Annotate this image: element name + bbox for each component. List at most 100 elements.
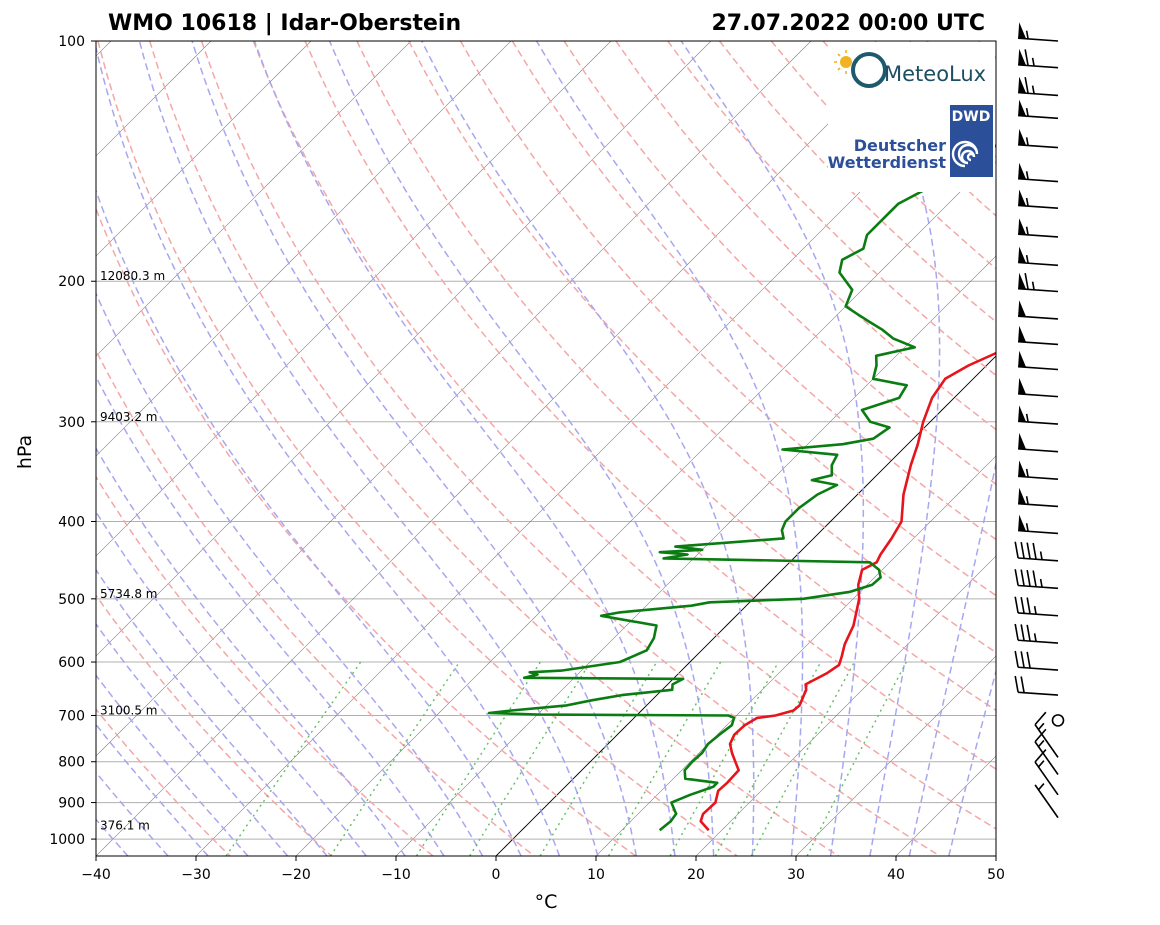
wind-barb bbox=[1018, 405, 1059, 425]
moist-adiabat bbox=[855, 41, 941, 856]
mixing-ratio-line bbox=[714, 661, 822, 856]
dwd-badge-text: DWD bbox=[952, 109, 991, 125]
wind-barb bbox=[1014, 623, 1059, 644]
x-tick-label: 20 bbox=[687, 867, 705, 883]
y-tick-label: 600 bbox=[58, 655, 85, 671]
wind-barb bbox=[1018, 22, 1059, 42]
wind-barb bbox=[1018, 325, 1059, 346]
dry-adiabat bbox=[511, 41, 996, 541]
wind-barb bbox=[1018, 272, 1059, 293]
y-axis-label: hPa bbox=[14, 435, 36, 469]
dry-adiabat bbox=[356, 41, 996, 712]
y-tick-label: 700 bbox=[58, 708, 85, 724]
wind-barb bbox=[1018, 189, 1059, 210]
dry-adiabat bbox=[96, 594, 332, 856]
wind-barb bbox=[1018, 246, 1059, 267]
x-tick-label: 50 bbox=[987, 867, 1005, 883]
x-tick-label: 40 bbox=[887, 867, 905, 883]
isotherm-line bbox=[96, 41, 612, 557]
y-tick-label: 300 bbox=[58, 415, 85, 431]
moist-adiabat bbox=[138, 41, 599, 856]
y-tick-label: 400 bbox=[58, 514, 85, 530]
y-tick-label: 100 bbox=[58, 34, 85, 50]
x-axis-label: °C bbox=[535, 891, 558, 913]
moist-adiabat bbox=[96, 291, 484, 856]
height-label: 12080.3 m bbox=[100, 269, 165, 283]
isotherm-line bbox=[895, 755, 996, 856]
wind-barb bbox=[1014, 650, 1059, 671]
wind-barb bbox=[1014, 675, 1059, 696]
dry-adiabat bbox=[304, 41, 996, 770]
dry-adiabat bbox=[1134, 41, 1160, 856]
y-tick-label: 500 bbox=[58, 592, 85, 608]
zero-isotherm bbox=[495, 355, 996, 856]
moist-adiabat bbox=[96, 375, 445, 856]
dry-adiabat bbox=[252, 41, 996, 830]
dry-adiabat bbox=[408, 41, 996, 654]
x-tick-label: 0 bbox=[492, 867, 501, 883]
wind-barb bbox=[1034, 749, 1059, 796]
wind-barb bbox=[1018, 48, 1059, 69]
plot-frame bbox=[95, 40, 997, 857]
series-layer bbox=[487, 143, 996, 832]
sun-icon bbox=[840, 56, 852, 68]
dwd-badge bbox=[950, 105, 993, 177]
dry-adiabat bbox=[96, 475, 434, 856]
wind-barb bbox=[1014, 541, 1059, 562]
wind-barbs bbox=[1014, 22, 1065, 819]
logo-block: MeteoLux DWD Deutscher Wetterdienst bbox=[828, 42, 995, 192]
y-tick-label: 200 bbox=[58, 274, 85, 290]
wind-barb bbox=[1018, 300, 1059, 320]
y-tick-label: 800 bbox=[58, 755, 85, 771]
meteolux-name: MeteoLux bbox=[884, 62, 986, 86]
moist-adiabat bbox=[96, 44, 561, 856]
moist-adiabat bbox=[96, 446, 406, 856]
mixing-ratio-line bbox=[415, 661, 541, 856]
dwd-logo: DWD Deutscher Wetterdienst bbox=[828, 105, 993, 177]
height-label: 3100.5 m bbox=[100, 703, 158, 717]
isotherm-line bbox=[96, 41, 712, 657]
dry-adiabat bbox=[1082, 41, 1160, 856]
isotherm-line bbox=[96, 41, 512, 457]
dry-adiabat bbox=[200, 41, 941, 856]
dry-adiabat bbox=[977, 41, 996, 60]
wind-barb bbox=[1018, 76, 1059, 97]
meteolux-ring-icon bbox=[851, 52, 887, 88]
wind-barb bbox=[1014, 569, 1059, 590]
x-tick-label: 10 bbox=[587, 867, 605, 883]
moist-adiabat bbox=[191, 41, 638, 856]
wind-barb bbox=[1018, 377, 1059, 398]
moist-adiabat bbox=[328, 41, 715, 856]
y-tick-label: 900 bbox=[58, 796, 85, 812]
mixing-ratio-line bbox=[469, 661, 592, 856]
y-tick-label: 1000 bbox=[49, 832, 85, 848]
dry-adiabat bbox=[96, 206, 637, 856]
x-tick-label: −40 bbox=[81, 867, 111, 883]
mixing-ratio-line bbox=[225, 661, 362, 856]
wind-barb bbox=[1018, 162, 1059, 183]
mixing-ratio-line bbox=[669, 661, 780, 856]
height-label: 376.1 m bbox=[100, 818, 150, 832]
height-labels: 12080.3 m 9403.2 m 5734.8 m 3100.5 m 376.1 m bbox=[100, 269, 165, 832]
datetime-title: 27.07.2022 00:00 UTC bbox=[711, 11, 985, 36]
wind-barb bbox=[1018, 514, 1059, 535]
dewpoint-profile bbox=[487, 143, 996, 832]
dwd-name-line2: Wetterdienst bbox=[828, 153, 947, 172]
moist-adiabat bbox=[96, 510, 367, 856]
mixing-ratio-line bbox=[329, 661, 460, 856]
wind-barb bbox=[1018, 432, 1059, 453]
wind-barb bbox=[1034, 711, 1059, 758]
wind-barb bbox=[1014, 596, 1059, 617]
isotherm-line bbox=[0, 41, 11, 856]
x-tick-label: −10 bbox=[381, 867, 411, 883]
dry-adiabat bbox=[96, 708, 231, 856]
moist-adiabat bbox=[680, 41, 865, 856]
wind-barb bbox=[1034, 783, 1059, 819]
moist-adiabat bbox=[96, 188, 522, 856]
moist-adiabat bbox=[253, 41, 676, 856]
mixing-ratio-line bbox=[539, 661, 658, 856]
isotherm-line bbox=[195, 55, 996, 856]
wind-barb bbox=[1018, 128, 1059, 149]
dwd-name-line1: Deutscher bbox=[854, 136, 946, 155]
grid-lines bbox=[0, 41, 1160, 856]
